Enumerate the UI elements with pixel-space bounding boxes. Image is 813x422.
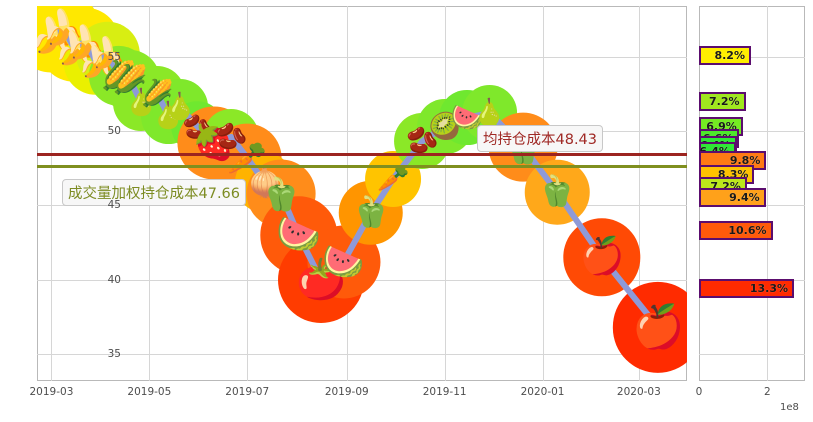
gridline-horizontal — [699, 354, 805, 356]
volume-axis-multiplier: 1e8 — [780, 402, 799, 413]
price-point-marker: 🍐 — [152, 101, 185, 132]
volume-bar-label: 8.2% — [714, 48, 745, 62]
price-point-marker: 🫑 — [538, 174, 576, 209]
x-tick-label: 2019-11 — [422, 386, 467, 398]
price-point-glow — [612, 282, 687, 373]
price-line — [48, 25, 662, 331]
vwap-cost-line — [37, 164, 687, 168]
price-point-marker: 🍎 — [579, 236, 625, 278]
price-point-marker: 🍉 — [276, 214, 322, 256]
gridline-horizontal — [37, 131, 687, 132]
price-point-marker: 🍅 — [296, 256, 346, 303]
gridline-horizontal — [699, 131, 805, 132]
volume-profile-bar: 13.3% — [699, 279, 795, 299]
gridline-vertical — [51, 6, 53, 381]
y-tick-label: 45 — [107, 199, 121, 212]
x-tick-label: 2020-01 — [520, 386, 565, 398]
x-tick-label: 2019-07 — [225, 386, 270, 398]
price-point-marker: 🫘 — [215, 121, 248, 152]
price-point-marker: 🫘 — [405, 126, 439, 157]
price-point-marker: 🧅 — [247, 166, 283, 200]
volume-profile-bar: 10.6% — [699, 221, 773, 241]
y-tick-label: 50 — [107, 125, 121, 137]
gridline-horizontal — [699, 56, 805, 58]
gridline-vertical — [767, 6, 769, 381]
price-point-marker: 🥕 — [377, 163, 410, 194]
volume-bar-label: 9.8% — [729, 154, 761, 168]
x-tick-label: 2019-09 — [324, 386, 369, 398]
price-point-marker: 🥕 — [227, 138, 268, 177]
price-point-marker: 🍌 — [53, 28, 94, 67]
x-tick-label: 2019-05 — [127, 386, 172, 398]
price-point-marker: 🍐 — [125, 87, 158, 118]
gridline-horizontal — [37, 56, 687, 58]
gridline-vertical — [444, 6, 446, 381]
vwap-cost-label: 成交量加权持仓成本47.66 — [62, 178, 247, 206]
volume-bar-label: 10.6% — [728, 224, 767, 238]
price-point-marker: 🥝 — [428, 111, 461, 142]
gridline-vertical — [638, 6, 640, 381]
price-point-marker: 🫘 — [182, 112, 213, 141]
price-point-marker: 🍌 — [88, 35, 127, 71]
volume-profile-bar: 7.2% — [699, 91, 746, 111]
volume-profile-bar: 9.4% — [699, 188, 766, 208]
price-point-marker: 🍉 — [322, 241, 365, 282]
price-point-marker: 🌽 — [141, 78, 174, 109]
y-tick-label: 55 — [107, 50, 121, 63]
gridline-horizontal — [37, 354, 687, 356]
average-cost-line — [37, 153, 687, 157]
volume-bar-label: 7.2% — [708, 94, 740, 108]
price-point-marker: 🍌 — [77, 44, 116, 80]
price-point-marker: 🌽 — [101, 58, 137, 92]
price-point-marker: 🍌 — [41, 8, 84, 49]
price-point-marker: 🫑 — [352, 194, 390, 230]
volume-x-tick-label: 0 — [695, 386, 703, 398]
price-point-marker: 🌽 — [112, 63, 148, 97]
average-cost-label: 均持仓成本48.43 — [477, 125, 604, 153]
price-point-marker: 🍌 — [65, 22, 106, 61]
y-tick-label: 40 — [107, 273, 121, 286]
y-tick-label: 35 — [107, 348, 121, 361]
price-point-marker: 🍎 — [631, 302, 685, 352]
price-point-marker: 🍌 — [37, 15, 73, 56]
volume-bar-label: 9.4% — [729, 191, 760, 205]
price-point-marker: 🍐 — [473, 98, 506, 129]
price-point-marker: 🍐 — [163, 92, 197, 123]
x-tick-label: 2019-03 — [29, 386, 74, 398]
x-tick-label: 2020-03 — [616, 386, 661, 398]
volume-x-tick-label: 2 — [764, 386, 771, 398]
price-point-marker: 🫑 — [261, 174, 301, 213]
volume-bar-label: 13.3% — [749, 282, 789, 296]
volume-profile-bar: 8.2% — [699, 45, 751, 65]
